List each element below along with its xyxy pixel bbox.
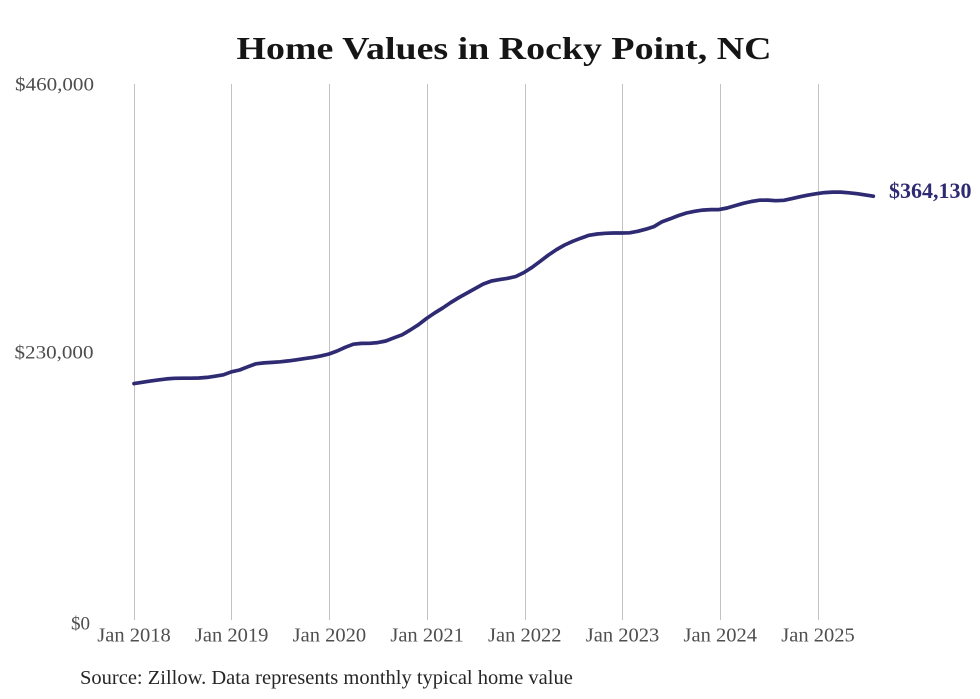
svg-text:$364,130: $364,130 (889, 178, 972, 203)
svg-text:$230,000: $230,000 (15, 343, 94, 363)
svg-text:Jan 2020: Jan 2020 (293, 625, 367, 646)
svg-text:Jan 2021: Jan 2021 (390, 625, 464, 646)
svg-text:Jan 2025: Jan 2025 (781, 625, 855, 646)
svg-text:Home Values in Rocky Point, NC: Home Values in Rocky Point, NC (237, 30, 772, 66)
svg-text:Jan 2018: Jan 2018 (97, 625, 171, 646)
svg-text:Jan 2022: Jan 2022 (488, 625, 562, 646)
svg-text:$0: $0 (71, 614, 90, 634)
svg-text:$460,000: $460,000 (15, 75, 94, 95)
svg-text:Source: Zillow. Data represent: Source: Zillow. Data represents monthly … (80, 667, 573, 689)
svg-text:Jan 2024: Jan 2024 (684, 625, 758, 646)
svg-text:Jan 2023: Jan 2023 (586, 625, 660, 646)
svg-text:Jan 2019: Jan 2019 (195, 625, 269, 646)
